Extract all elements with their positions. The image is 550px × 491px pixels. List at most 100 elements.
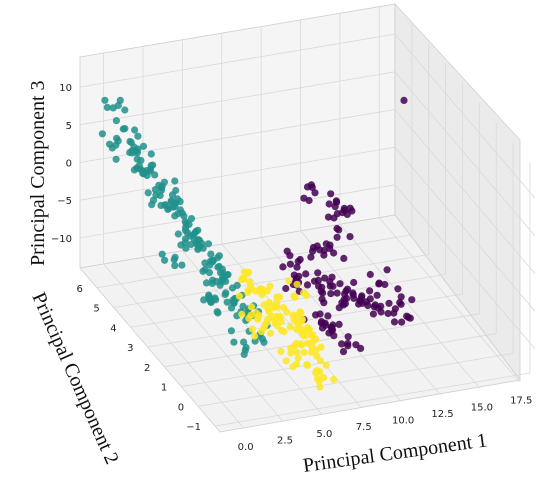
data-point: [314, 276, 322, 284]
data-point: [333, 289, 341, 297]
data-point: [385, 299, 393, 307]
data-point: [119, 125, 127, 133]
data-point: [375, 279, 383, 287]
data-point: [327, 190, 335, 198]
wall-grid-z: [79, 71, 536, 237]
data-point: [330, 249, 338, 257]
data-point: [277, 347, 285, 356]
data-point: [316, 246, 324, 254]
data-point: [149, 161, 157, 169]
data-point: [178, 261, 186, 269]
data-point: [202, 279, 211, 287]
data-point: [369, 310, 377, 318]
data-point: [227, 304, 236, 312]
data-point: [240, 350, 248, 358]
data-point: [180, 212, 188, 220]
data-point: [137, 156, 145, 165]
data-point: [355, 300, 363, 308]
x-tick-label: 5.0: [316, 429, 332, 440]
data-point: [167, 198, 175, 206]
data-point: [314, 269, 322, 277]
data-point: [130, 166, 138, 174]
data-point: [290, 271, 298, 279]
data-point: [116, 96, 124, 104]
data-point: [139, 169, 147, 178]
data-points: [98, 96, 416, 391]
data-point: [328, 273, 336, 281]
data-point: [171, 212, 179, 220]
data-point: [328, 323, 336, 331]
data-point: [207, 250, 215, 258]
y-tick-label: 5: [93, 304, 99, 315]
data-point: [280, 304, 288, 312]
z-tick-label: 0: [66, 159, 72, 170]
data-point: [211, 294, 219, 302]
data-point: [273, 293, 281, 301]
data-point: [251, 332, 259, 340]
z-tick-label: 10: [59, 83, 72, 94]
data-point: [282, 357, 290, 365]
data-point: [238, 310, 246, 318]
data-point: [157, 184, 166, 192]
data-point: [214, 309, 222, 317]
data-point: [307, 181, 315, 189]
data-point: [313, 367, 321, 375]
data-point: [260, 338, 268, 346]
y-tick-label: 6: [76, 284, 82, 295]
data-point: [172, 186, 180, 195]
data-point: [289, 363, 297, 371]
z-tick-label: −5: [57, 196, 72, 207]
data-point: [352, 341, 360, 349]
data-point: [134, 132, 142, 140]
data-point: [161, 202, 169, 210]
data-point: [364, 301, 372, 310]
data-point: [121, 106, 129, 114]
floor-grid-y: [181, 333, 497, 387]
data-point: [350, 278, 358, 287]
data-point: [309, 331, 317, 339]
data-point: [404, 313, 412, 321]
data-point: [279, 263, 287, 271]
data-point: [358, 292, 366, 300]
data-point: [240, 338, 248, 346]
data-point: [303, 360, 311, 369]
data-point: [322, 361, 330, 369]
data-point: [316, 310, 324, 318]
data-point: [161, 256, 169, 264]
data-point: [297, 309, 305, 317]
data-point: [390, 318, 399, 326]
data-point: [101, 96, 109, 104]
floor-grid-y: [164, 313, 480, 368]
data-point: [391, 305, 399, 313]
data-point: [381, 280, 389, 289]
data-point: [282, 284, 290, 293]
data-point: [276, 313, 284, 321]
data-point: [293, 280, 301, 288]
data-point: [340, 254, 348, 262]
data-point: [174, 230, 182, 238]
data-point: [326, 241, 334, 249]
data-point: [346, 233, 354, 241]
data-point: [312, 346, 320, 354]
data-point: [318, 295, 326, 303]
z-tick-label: −10: [51, 234, 72, 245]
data-point: [266, 282, 274, 290]
data-point: [394, 285, 402, 293]
data-point: [205, 269, 213, 277]
data-point: [233, 281, 241, 289]
data-point: [171, 253, 179, 261]
data-point: [248, 325, 256, 333]
data-point: [252, 309, 260, 317]
data-point: [396, 298, 404, 307]
data-point: [271, 319, 279, 327]
data-point: [330, 332, 338, 340]
tick-labels: 0.02.55.07.510.012.515.017.5−10123456−10…: [51, 83, 532, 453]
data-point: [222, 289, 230, 297]
data-point: [98, 130, 106, 138]
data-point: [204, 240, 213, 248]
floor-grid-x: [103, 263, 244, 429]
x-tick-label: 12.5: [431, 409, 453, 420]
data-point: [344, 333, 352, 341]
data-point: [322, 321, 330, 329]
data-point: [343, 210, 351, 218]
